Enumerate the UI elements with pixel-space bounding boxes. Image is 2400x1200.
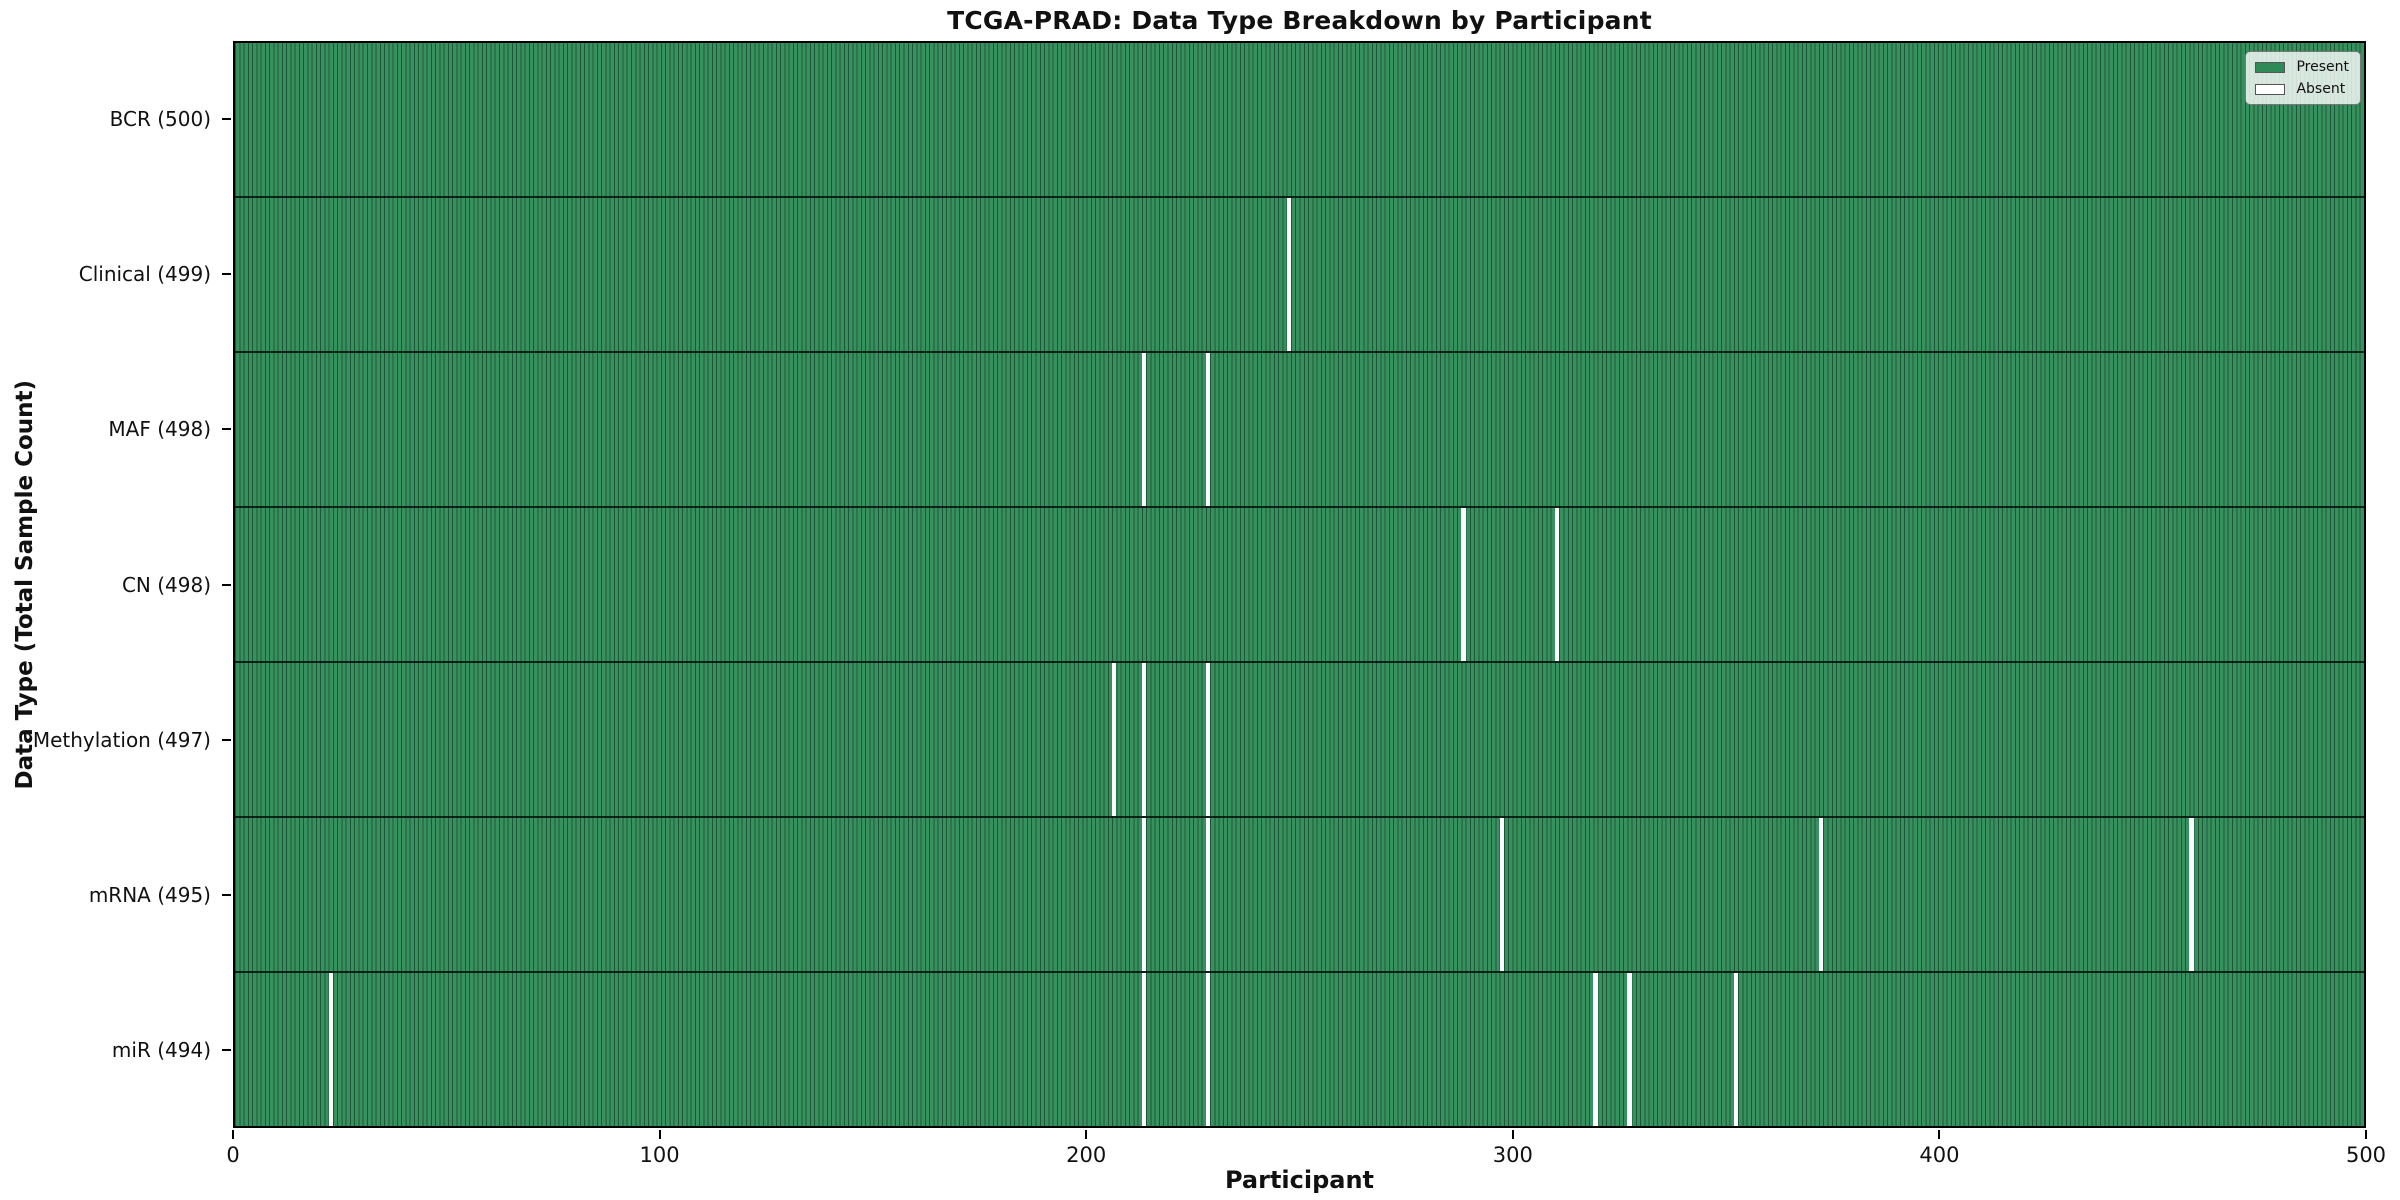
chart-title: TCGA-PRAD: Data Type Breakdown by Partic…: [947, 6, 1652, 35]
y-tick-label: Clinical (499): [78, 261, 211, 286]
absent-gap: [1593, 973, 1598, 1126]
plot-area: Present Absent: [233, 41, 2366, 1128]
absent-gap: [1205, 663, 1211, 816]
x-tick-label: 500: [2345, 1143, 2387, 1167]
row-Clinical: [235, 198, 2364, 353]
legend-swatch-present: [2255, 61, 2286, 73]
y-tick-label: mRNA (495): [88, 883, 211, 908]
absent-gap: [1205, 973, 1211, 1126]
row-Methylation: [235, 663, 2364, 818]
y-tick-label: CN (498): [121, 572, 211, 597]
legend: Present Absent: [2245, 51, 2361, 105]
legend-item: Present: [2255, 59, 2349, 75]
absent-gap: [1627, 973, 1632, 1126]
absent-gap: [1141, 973, 1147, 1126]
x-tick-label: 100: [639, 1143, 680, 1167]
y-tick-label: MAF (498): [108, 417, 211, 442]
legend-swatch-absent: [2255, 83, 2286, 95]
absent-gap: [1733, 973, 1739, 1126]
x-tick-mark: [1085, 1130, 1088, 1139]
y-tick-mark: [222, 272, 231, 275]
x-axis-label: Participant: [1224, 1166, 1375, 1194]
x-tick-mark: [1938, 1130, 1941, 1139]
absent-gap: [328, 973, 333, 1126]
row-miR: [235, 973, 2364, 1126]
row-MAF: [235, 353, 2364, 508]
row-BCR: [235, 43, 2364, 198]
absent-gap: [1286, 198, 1291, 351]
x-axis-ticks: 0 100 200 300 400 500: [226, 1130, 2386, 1176]
x-tick-label: 200: [1066, 1143, 1107, 1167]
y-tick-label: miR (494): [111, 1038, 211, 1063]
y-tick-mark: [222, 894, 231, 897]
absent-gap: [1461, 508, 1466, 661]
absent-gap: [1141, 353, 1147, 506]
absent-gap: [1205, 353, 1211, 506]
absent-gap: [1112, 663, 1117, 816]
y-tick-label: Methylation (497): [32, 727, 211, 752]
x-tick-label: 0: [226, 1143, 240, 1167]
y-tick-mark: [222, 117, 231, 120]
absent-gap: [1205, 818, 1211, 971]
x-tick-mark: [1511, 1130, 1514, 1139]
absent-gap: [2189, 818, 2194, 971]
y-tick-mark: [222, 1049, 231, 1052]
y-tick-label: BCR (500): [109, 106, 211, 131]
y-tick-mark: [222, 428, 231, 431]
absent-gap: [1499, 818, 1504, 971]
x-tick-mark: [2365, 1130, 2367, 1139]
y-axis-ticks: BCR (500) Clinical (499) MAF (498) CN (498)…: [0, 41, 233, 1128]
y-tick-mark: [222, 583, 231, 586]
x-tick-label: 300: [1492, 1143, 1533, 1167]
x-tick-mark: [658, 1130, 661, 1139]
absent-gap: [1141, 663, 1147, 816]
row-mRNA: [235, 818, 2364, 973]
absent-gap: [1818, 818, 1824, 971]
legend-label: Absent: [2296, 81, 2346, 97]
legend-item: Absent: [2255, 81, 2349, 97]
y-tick-mark: [222, 738, 231, 741]
absent-gap: [1141, 818, 1147, 971]
x-tick-label: 400: [1919, 1143, 1960, 1167]
row-CN: [235, 508, 2364, 663]
x-tick-mark: [232, 1130, 234, 1139]
absent-gap: [1554, 508, 1560, 661]
legend-label: Present: [2296, 59, 2349, 75]
